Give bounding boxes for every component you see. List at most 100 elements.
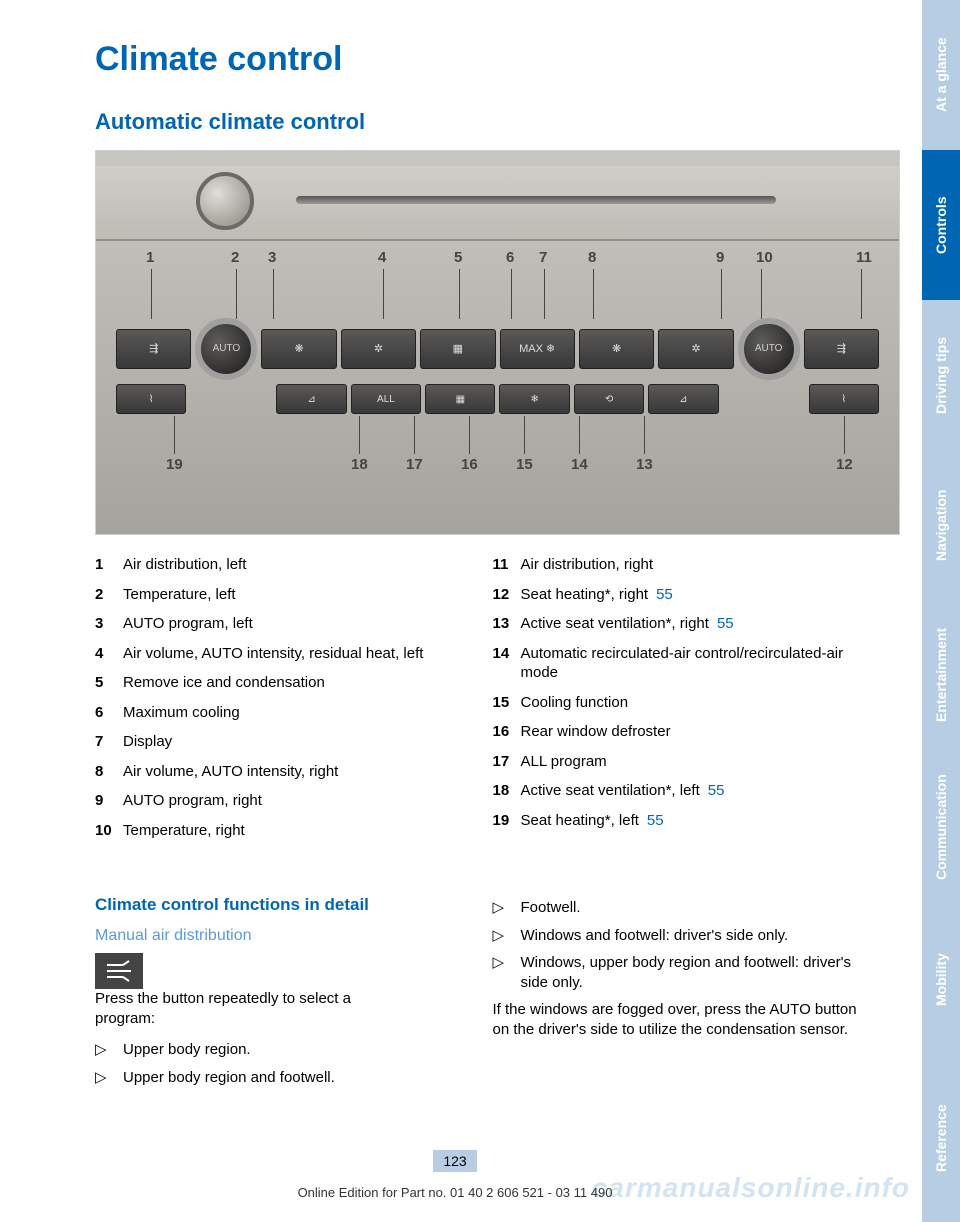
legend-number: 11 (493, 555, 521, 575)
legend-text: Remove ice and condensation (123, 673, 473, 693)
legend-number: 18 (493, 781, 521, 801)
diagram-btn: ✲ (658, 329, 733, 369)
bullet-marker-icon: ▷ (95, 1068, 123, 1088)
legend-text: Air volume, AUTO intensity, right (123, 762, 473, 782)
legend-text: Rear window defroster (521, 722, 871, 742)
legend-item: 3AUTO program, left (95, 614, 473, 634)
diagram-btn: MAX ❄ (500, 329, 575, 369)
diagram-callout-number: 5 (454, 249, 462, 266)
bullet-text: Windows, upper body region and footwell:… (521, 953, 871, 992)
bullet-marker-icon: ▷ (95, 1040, 123, 1060)
legend-item: 19Seat heating*, left55 (493, 811, 871, 831)
page-number-container: 123 (0, 1150, 910, 1172)
legend-text: Maximum cooling (123, 703, 473, 723)
legend-item: 7Display (95, 732, 473, 752)
legend-item: 12Seat heating*, right55 (493, 585, 871, 605)
diagram-callout-number: 17 (406, 456, 423, 473)
legend-number: 7 (95, 732, 123, 752)
diagram-btn2: ⟲ (574, 384, 644, 414)
legend-text: Seat heating*, right55 (521, 585, 871, 605)
page-reference-link[interactable]: 55 (656, 586, 673, 603)
side-tab-reference[interactable]: Reference (922, 1055, 960, 1222)
bullet-item: ▷Windows and footwell: driver's side onl… (493, 926, 871, 946)
legend-text: Cooling function (521, 693, 871, 713)
legend-number: 8 (95, 762, 123, 782)
legend-text: Active seat ventilation*, left55 (521, 781, 871, 801)
diagram-auto-knob-right: AUTO (738, 318, 800, 380)
diagram-btn2: ⌇ (116, 384, 186, 414)
side-tab-navigation[interactable]: Navigation (922, 450, 960, 600)
legend-item: 9AUTO program, right (95, 791, 473, 811)
functions-heading: Climate control functions in detail (95, 895, 473, 915)
legend-number: 3 (95, 614, 123, 634)
side-tab-controls[interactable]: Controls (922, 150, 960, 300)
bullet-marker-icon: ▷ (493, 953, 521, 992)
bullet-text: Windows and footwell: driver's side only… (521, 926, 789, 946)
diagram-btn: ▦ (420, 329, 495, 369)
legend-text: ALL program (521, 752, 871, 772)
side-tab-mobility[interactable]: Mobility (922, 905, 960, 1055)
legend-item: 17ALL program (493, 752, 871, 772)
diagram-callout-number: 18 (351, 456, 368, 473)
diagram-btn2: ⌇ (809, 384, 879, 414)
legend-item: 11Air distribution, right (493, 555, 871, 575)
legend-number: 19 (493, 811, 521, 831)
legend-item: 8Air volume, AUTO intensity, right (95, 762, 473, 782)
legend-number: 13 (493, 614, 521, 634)
diagram-callout-number: 14 (571, 456, 588, 473)
diagram-callout-number: 4 (378, 249, 386, 266)
legend-text: Air distribution, left (123, 555, 473, 575)
legend-text: AUTO program, left (123, 614, 473, 634)
legend-number: 6 (95, 703, 123, 723)
air-distribution-icon (95, 953, 143, 989)
legend-item: 18Active seat ventilation*, left55 (493, 781, 871, 801)
fog-note: If the windows are fogged over, press th… (493, 1000, 871, 1039)
diagram-btn: ⇶ (116, 329, 191, 369)
diagram-btn: ✲ (341, 329, 416, 369)
page-reference-link[interactable]: 55 (708, 782, 725, 799)
press-text: Press the button repeatedly to select a … (95, 989, 413, 1028)
legend-number: 14 (493, 644, 521, 683)
bullet-text: Upper body region and footwell. (123, 1068, 335, 1088)
diagram-auto-knob-left: AUTO (195, 318, 257, 380)
section-subtitle: Automatic climate control (95, 109, 870, 135)
legend-item: 4Air volume, AUTO intensity, residual he… (95, 644, 473, 664)
diagram-callout-number: 16 (461, 456, 478, 473)
diagram-callout-number: 19 (166, 456, 183, 473)
diagram-callout-number: 2 (231, 249, 239, 266)
side-tab-driving-tips[interactable]: Driving tips (922, 300, 960, 450)
legend-left-column: 1Air distribution, left2Temperature, lef… (95, 555, 473, 850)
page-reference-link[interactable]: 55 (647, 812, 664, 829)
legend-number: 2 (95, 585, 123, 605)
bullet-text: Footwell. (521, 898, 581, 918)
legend-number: 9 (95, 791, 123, 811)
page-number: 123 (433, 1150, 476, 1172)
page-reference-link[interactable]: 55 (717, 615, 734, 632)
diagram-btn: ❋ (579, 329, 654, 369)
side-tab-communication[interactable]: Communication (922, 750, 960, 905)
legend-number: 1 (95, 555, 123, 575)
diagram-btn2: ⊿ (276, 384, 346, 414)
legend-text: Display (123, 732, 473, 752)
bullet-marker-icon: ▷ (493, 898, 521, 918)
legend-text: Temperature, left (123, 585, 473, 605)
legend-number: 5 (95, 673, 123, 693)
diagram-callout-number: 11 (856, 249, 872, 266)
legend-right-column: 11Air distribution, right12Seat heating*… (493, 555, 871, 850)
legend-number: 4 (95, 644, 123, 664)
legend-number: 15 (493, 693, 521, 713)
side-tab-at-a-glance[interactable]: At a glance (922, 0, 960, 150)
bullet-item: ▷Footwell. (493, 898, 871, 918)
legend-number: 12 (493, 585, 521, 605)
side-tab-entertainment[interactable]: Entertainment (922, 600, 960, 750)
bullet-item: ▷Windows, upper body region and footwell… (493, 953, 871, 992)
diagram-callout-number: 7 (539, 249, 547, 266)
page-title: Climate control (95, 40, 870, 79)
legend-item: 1Air distribution, left (95, 555, 473, 575)
legend-number: 17 (493, 752, 521, 772)
bullet-marker-icon: ▷ (493, 926, 521, 946)
legend-text: Seat heating*, left55 (521, 811, 871, 831)
diagram-callout-number: 10 (756, 249, 773, 266)
climate-control-diagram: 1234567891011 ⇶ AUTO ❋ ✲ ▦ MAX ❄ ❋ ✲ AUT… (95, 150, 900, 535)
legend-item: 14Automatic recirculated-air control/rec… (493, 644, 871, 683)
